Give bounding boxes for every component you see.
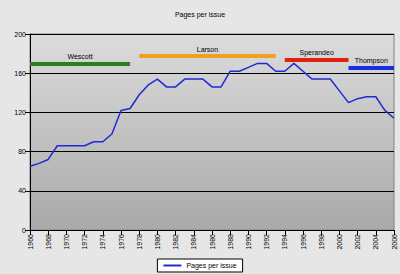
svg-text:2002: 2002 <box>354 234 361 250</box>
svg-text:Pages per issue: Pages per issue <box>186 262 236 270</box>
svg-text:1982: 1982 <box>172 234 179 250</box>
svg-text:2000: 2000 <box>336 234 343 250</box>
svg-text:120: 120 <box>14 109 26 116</box>
svg-text:2004: 2004 <box>372 234 379 250</box>
svg-text:1974: 1974 <box>99 234 106 250</box>
svg-text:1978: 1978 <box>136 234 143 250</box>
svg-text:1984: 1984 <box>190 234 197 250</box>
svg-text:1976: 1976 <box>118 234 125 250</box>
svg-text:Pages per issue: Pages per issue <box>175 11 225 19</box>
svg-text:1970: 1970 <box>63 234 70 250</box>
svg-text:1966: 1966 <box>27 234 34 250</box>
svg-text:Sperandeo: Sperandeo <box>300 49 334 57</box>
svg-text:1986: 1986 <box>209 234 216 250</box>
svg-text:160: 160 <box>14 70 26 77</box>
svg-text:1988: 1988 <box>227 234 234 250</box>
svg-text:1968: 1968 <box>45 234 52 250</box>
svg-text:2006: 2006 <box>391 234 398 250</box>
svg-text:80: 80 <box>18 148 26 155</box>
svg-text:Thompson: Thompson <box>355 57 388 65</box>
svg-text:40: 40 <box>18 187 26 194</box>
svg-text:1992: 1992 <box>263 234 270 250</box>
svg-text:Wescott: Wescott <box>67 53 92 60</box>
svg-text:1994: 1994 <box>281 234 288 250</box>
svg-text:200: 200 <box>14 31 26 38</box>
svg-text:Larson: Larson <box>197 46 219 53</box>
svg-text:1996: 1996 <box>300 234 307 250</box>
svg-text:1972: 1972 <box>81 234 88 250</box>
svg-text:0: 0 <box>22 227 26 234</box>
svg-text:1980: 1980 <box>154 234 161 250</box>
svg-text:1998: 1998 <box>318 234 325 250</box>
svg-text:1990: 1990 <box>245 234 252 250</box>
